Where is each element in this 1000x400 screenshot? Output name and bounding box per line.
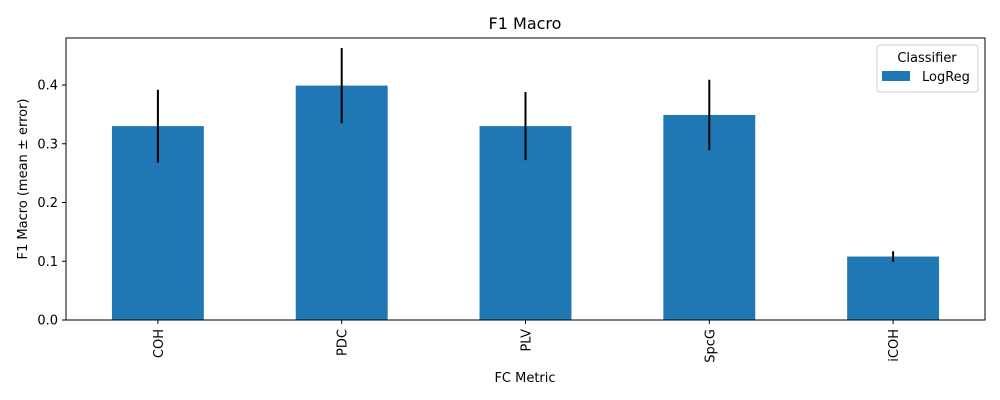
- x-axis: COH PDC PLV SpcG iCOH: [152, 320, 902, 363]
- legend-swatch-logreg: [882, 71, 910, 81]
- x-tick-label-spcg: SpcG: [703, 329, 718, 363]
- y-tick-label: 0.4: [37, 79, 58, 94]
- error-bars-group: [156, 47, 895, 262]
- bar-icoh: [847, 256, 940, 320]
- y-tick-label: 0.0: [37, 314, 58, 329]
- legend-entry-logreg: LogReg: [922, 70, 970, 85]
- x-axis-label: FC Metric: [494, 371, 555, 386]
- y-axis: 0.0 0.1 0.2 0.3 0.4: [37, 79, 66, 329]
- x-tick-label-plv: PLV: [520, 329, 535, 352]
- x-tick-label-icoh: iCOH: [887, 329, 902, 362]
- plot-frame: [65, 37, 986, 321]
- chart-title: F1 Macro: [489, 14, 562, 33]
- y-axis-label: F1 Macro (mean ± error): [16, 99, 31, 260]
- x-tick-label-coh: COH: [152, 329, 167, 358]
- bar-pdc: [295, 85, 388, 321]
- y-tick-label: 0.2: [37, 196, 58, 211]
- legend-title: Classifier: [897, 51, 957, 66]
- x-tick-label-pdc: PDC: [336, 329, 351, 356]
- y-tick-label: 0.1: [37, 255, 58, 270]
- y-tick-label: 0.3: [37, 137, 58, 152]
- legend: Classifier LogReg: [876, 44, 979, 93]
